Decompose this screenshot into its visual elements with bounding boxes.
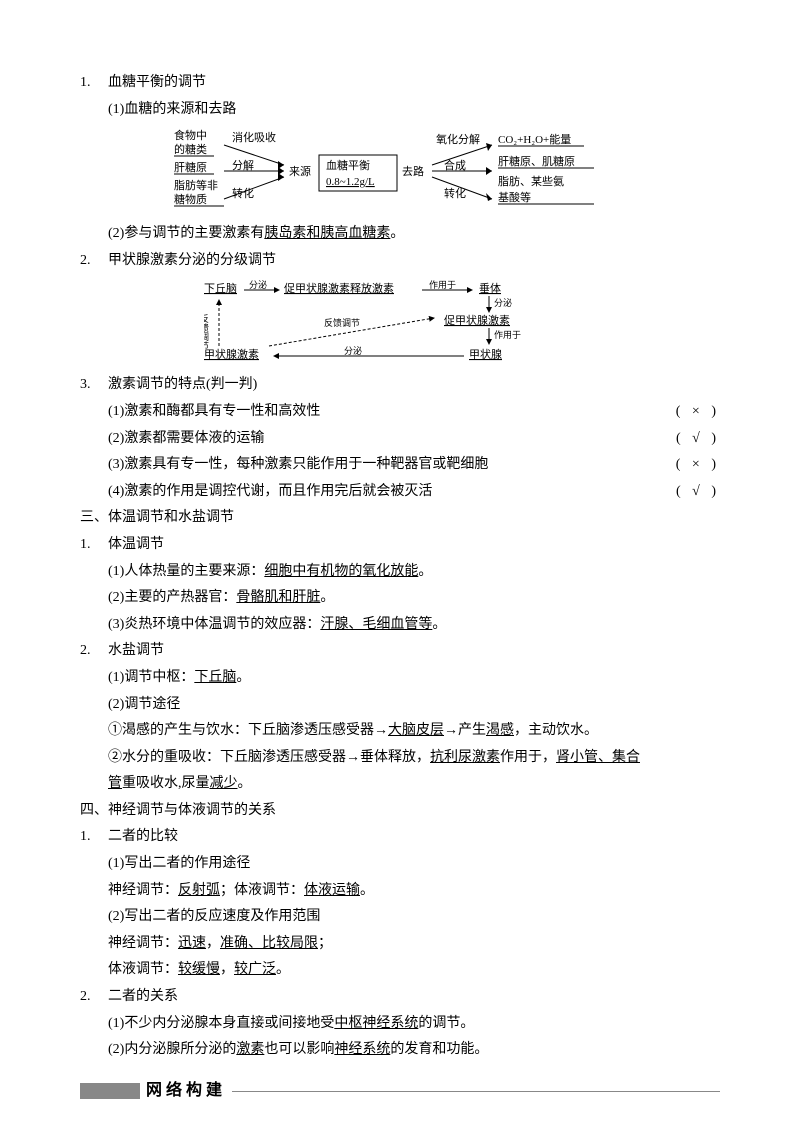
svg-text:分泌: 分泌 <box>249 279 267 290</box>
svg-text:脂肪、某些氨: 脂肪、某些氨 <box>498 174 564 188</box>
section-banner: 网络构建 <box>80 1076 720 1106</box>
heading-4: 四、神经调节与体液调节的关系 <box>80 798 720 825</box>
svg-text:下丘脑: 下丘脑 <box>204 282 237 295</box>
item-2: 2. 甲状腺激素分泌的分级调节 <box>80 248 720 275</box>
svg-text:基酸等: 基酸等 <box>498 190 531 204</box>
svg-text:消化吸收: 消化吸收 <box>232 130 276 144</box>
svg-text:作用于: 作用于 <box>494 329 521 340</box>
banner-text: 网络构建 <box>146 1076 226 1106</box>
svg-text:血糖平衡: 血糖平衡 <box>326 158 370 172</box>
svg-text:促甲状腺激素: 促甲状腺激素 <box>444 313 510 327</box>
svg-text:分泌: 分泌 <box>344 345 362 356</box>
svg-text:糖物质: 糖物质 <box>174 192 207 206</box>
svg-text:食物中: 食物中 <box>174 128 207 142</box>
banner-bar <box>80 1083 140 1099</box>
svg-text:肝糖原、肌糖原: 肝糖原、肌糖原 <box>498 154 575 168</box>
svg-text:脂肪等非: 脂肪等非 <box>174 178 218 192</box>
svg-text:0.8~1.2g/L: 0.8~1.2g/L <box>326 176 375 188</box>
num: 1. <box>80 70 108 97</box>
svg-text:甲状腺: 甲状腺 <box>469 347 502 361</box>
svg-text:合成: 合成 <box>444 158 466 172</box>
title: 血糖平衡的调节 <box>108 70 720 97</box>
judge-item: (2)激素都需要体液的运输( √ ) <box>80 426 720 453</box>
svg-text:分解: 分解 <box>232 158 254 172</box>
svg-text:促甲状腺激素释放激素: 促甲状腺激素释放激素 <box>284 281 394 295</box>
thyroid-diagram: 下丘脑 分泌 促甲状腺激素释放激素 作用于 垂体 分泌 促甲状腺激素 作用于 甲… <box>108 278 720 368</box>
svg-text:转化: 转化 <box>444 186 466 200</box>
item-3-2: 2. 水盐调节 <box>80 638 720 665</box>
s1-p2: (2)参与调节的主要激素有胰岛素和胰高血糖素。 <box>80 221 720 248</box>
item-4-1: 1. 二者的比较 <box>80 824 720 851</box>
item-3: 3. 激素调节的特点(判一判) <box>80 372 720 399</box>
s1-p1: (1)血糖的来源和去路 <box>80 97 720 124</box>
svg-text:肝糖原: 肝糖原 <box>174 160 207 174</box>
blood-sugar-diagram: 食物中 的糖类 肝糖原 脂肪等非 糖物质 消化吸收 分解 转化 来源 血糖平衡 … <box>108 127 720 217</box>
svg-text:反馈调节: 反馈调节 <box>204 314 209 351</box>
svg-text:反馈调节: 反馈调节 <box>324 317 360 328</box>
item-1: 1. 血糖平衡的调节 <box>80 70 720 97</box>
num: 3. <box>80 372 108 399</box>
svg-text:来源: 来源 <box>289 164 311 178</box>
svg-text:去路: 去路 <box>402 165 424 178</box>
svg-text:作用于: 作用于 <box>429 279 456 290</box>
svg-text:的糖类: 的糖类 <box>174 142 207 156</box>
svg-text:垂体: 垂体 <box>479 281 501 295</box>
judge-item: (1)激素和酶都具有专一性和高效性( × ) <box>80 399 720 426</box>
judge-list: (1)激素和酶都具有专一性和高效性( × )(2)激素都需要体液的运输( √ )… <box>80 399 720 505</box>
title: 激素调节的特点(判一判) <box>108 372 720 399</box>
judge-item: (4)激素的作用是调控代谢，而且作用完后就会被灭活( √ ) <box>80 479 720 506</box>
item-3-1: 1. 体温调节 <box>80 532 720 559</box>
banner-line <box>232 1091 720 1092</box>
svg-text:甲状腺激素: 甲状腺激素 <box>204 347 259 361</box>
judge-item: (3)激素具有专一性，每种激素只能作用于一种靶器官或靶细胞( × ) <box>80 452 720 479</box>
heading-3: 三、体温调节和水盐调节 <box>80 505 720 532</box>
svg-text:氧化分解: 氧化分解 <box>436 132 480 146</box>
num: 2. <box>80 248 108 275</box>
svg-text:分泌: 分泌 <box>494 297 512 308</box>
item-4-2: 2. 二者的关系 <box>80 984 720 1011</box>
title: 甲状腺激素分泌的分级调节 <box>108 248 720 275</box>
svg-text:转化: 转化 <box>232 186 254 200</box>
svg-text:CO₂+H₂O+能量: CO₂+H₂O+能量 <box>498 132 571 146</box>
